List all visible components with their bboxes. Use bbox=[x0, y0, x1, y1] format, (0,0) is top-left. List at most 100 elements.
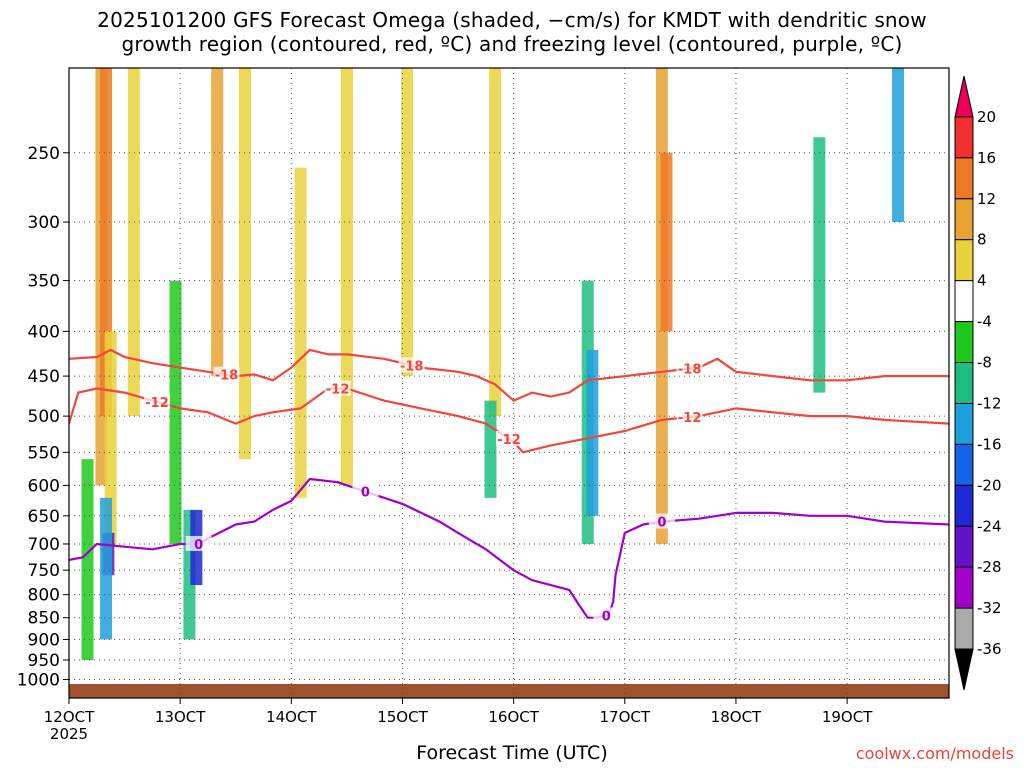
contour-label: -18 bbox=[678, 363, 702, 378]
omega-cell bbox=[892, 68, 905, 223]
contour-label: -12 bbox=[678, 411, 702, 426]
omega-cell bbox=[489, 68, 502, 417]
contour-label: -12 bbox=[326, 383, 350, 398]
colorbar-label: -8 bbox=[977, 354, 992, 372]
contour-label: 0 bbox=[361, 486, 370, 501]
colorbar-label: 16 bbox=[977, 149, 996, 167]
colorbar-swatch bbox=[954, 607, 974, 650]
colorbar-swatch bbox=[954, 402, 974, 445]
omega-cell bbox=[239, 68, 251, 460]
contour-label-bg bbox=[593, 607, 620, 623]
omega-cell bbox=[813, 137, 826, 393]
colorbar-swatch bbox=[954, 443, 974, 486]
x-axis-label: Forecast Time (UTC) bbox=[416, 742, 608, 764]
colorbar-label: -36 bbox=[977, 640, 1002, 658]
colorbar-cap-top bbox=[954, 75, 974, 118]
y-axis: 2503003504004505005506006507007508008509… bbox=[17, 144, 69, 690]
contour-label: 0 bbox=[194, 538, 203, 553]
contour-label: -12 bbox=[497, 433, 521, 448]
y-tick-label: 700 bbox=[28, 535, 60, 555]
contour-label: -18 bbox=[400, 359, 424, 374]
x-tick-label: 17OCT bbox=[600, 708, 651, 726]
omega-shading bbox=[81, 68, 905, 660]
colorbar-swatch bbox=[954, 566, 974, 609]
colorbar-label: -16 bbox=[977, 435, 1002, 453]
colorbar-label: 12 bbox=[977, 190, 996, 208]
contour-label-bg bbox=[398, 357, 425, 373]
contour-label-bg bbox=[676, 360, 703, 376]
colorbar-label: 20 bbox=[977, 108, 996, 126]
contour-label-bg bbox=[324, 380, 351, 396]
y-tick-label: 850 bbox=[28, 609, 60, 629]
x-tick-label: 13OCT bbox=[155, 708, 206, 726]
contour-line-minus18 bbox=[69, 348, 949, 402]
y-tick-label: 350 bbox=[28, 272, 60, 292]
omega-cell bbox=[81, 459, 94, 660]
y-tick-label: 550 bbox=[28, 443, 60, 463]
colorbar-label: -28 bbox=[977, 558, 1002, 576]
ground-surface bbox=[69, 683, 949, 698]
y-tick-label: 900 bbox=[28, 630, 60, 650]
y-tick-label: 250 bbox=[28, 144, 60, 164]
contour-label: 0 bbox=[657, 516, 666, 531]
omega-cell bbox=[127, 68, 140, 417]
omega-cell bbox=[340, 68, 353, 486]
colorbar-swatch bbox=[954, 525, 974, 568]
y-tick-label: 600 bbox=[28, 476, 60, 496]
colorbar-label: -32 bbox=[977, 599, 1002, 617]
terrain-band bbox=[69, 683, 949, 698]
colorbar: 20 16 12 8 4 -4 -8 -12 -16 -20 -24 -28 -32 -36 bbox=[954, 75, 1002, 691]
x-tick-label: 15OCT bbox=[377, 708, 428, 726]
omega-cell bbox=[169, 280, 182, 544]
omega-cell bbox=[294, 167, 307, 498]
watermark: coolwx.com/models bbox=[855, 744, 1014, 763]
colorbar-cap-bottom bbox=[954, 648, 974, 691]
x-tick-label: 19OCT bbox=[822, 708, 873, 726]
omega-cell bbox=[401, 68, 414, 377]
omega-cell bbox=[100, 68, 113, 417]
contour-label-bg bbox=[496, 430, 522, 446]
omega-cell bbox=[586, 349, 599, 516]
omega-cell bbox=[100, 497, 113, 640]
chart-title-line-1: 2025101200 GFS Forecast Omega (shaded, −… bbox=[97, 8, 927, 32]
x-tick-label: 12OCT bbox=[44, 708, 95, 726]
chart-title-line-2: growth region (contoured, red, ºC) and f… bbox=[121, 32, 903, 56]
colorbar-swatch bbox=[954, 198, 974, 241]
plot-frame bbox=[68, 67, 950, 699]
omega-cell bbox=[104, 331, 117, 544]
y-tick-label: 400 bbox=[28, 322, 60, 342]
colorbar-swatch bbox=[954, 280, 974, 323]
contour-label-bg bbox=[213, 366, 240, 382]
y-tick-label: 1000 bbox=[17, 670, 60, 690]
colorbar-swatch bbox=[954, 484, 974, 527]
colorbar-label: 8 bbox=[977, 231, 987, 249]
colorbar-swatch bbox=[954, 239, 974, 282]
y-tick-label: 800 bbox=[28, 586, 60, 606]
contour-label: 0 bbox=[602, 609, 611, 624]
contour-label-bg bbox=[648, 513, 675, 529]
colorbar-label: -4 bbox=[977, 313, 992, 331]
contour-labels: -18 -18 -18 -12 -12 -12 -12 0 0 0 0 bbox=[144, 357, 703, 624]
colorbar-label: 4 bbox=[977, 272, 987, 290]
contour-label-bg bbox=[676, 409, 703, 425]
x-tick-label: 18OCT bbox=[711, 708, 762, 726]
colorbar-label: -24 bbox=[977, 517, 1002, 535]
x-tick-label: 16OCT bbox=[488, 708, 539, 726]
colorbar-swatch bbox=[954, 116, 974, 159]
contour-label-bg bbox=[144, 393, 170, 409]
y-tick-label: 650 bbox=[28, 507, 60, 527]
omega-cell bbox=[484, 400, 497, 498]
y-tick-label: 450 bbox=[28, 367, 60, 387]
contour-label: -12 bbox=[145, 396, 169, 411]
contour-label-bg bbox=[352, 483, 379, 499]
y-tick-label: 750 bbox=[28, 561, 60, 581]
colorbar-label: -12 bbox=[977, 394, 1002, 412]
y-tick-label: 300 bbox=[28, 213, 60, 233]
y-tick-label: 500 bbox=[28, 407, 60, 427]
grid-lines bbox=[68, 68, 949, 698]
y-tick-label: 950 bbox=[28, 651, 60, 671]
colorbar-label: -20 bbox=[977, 476, 1002, 494]
omega-cell bbox=[211, 68, 224, 377]
